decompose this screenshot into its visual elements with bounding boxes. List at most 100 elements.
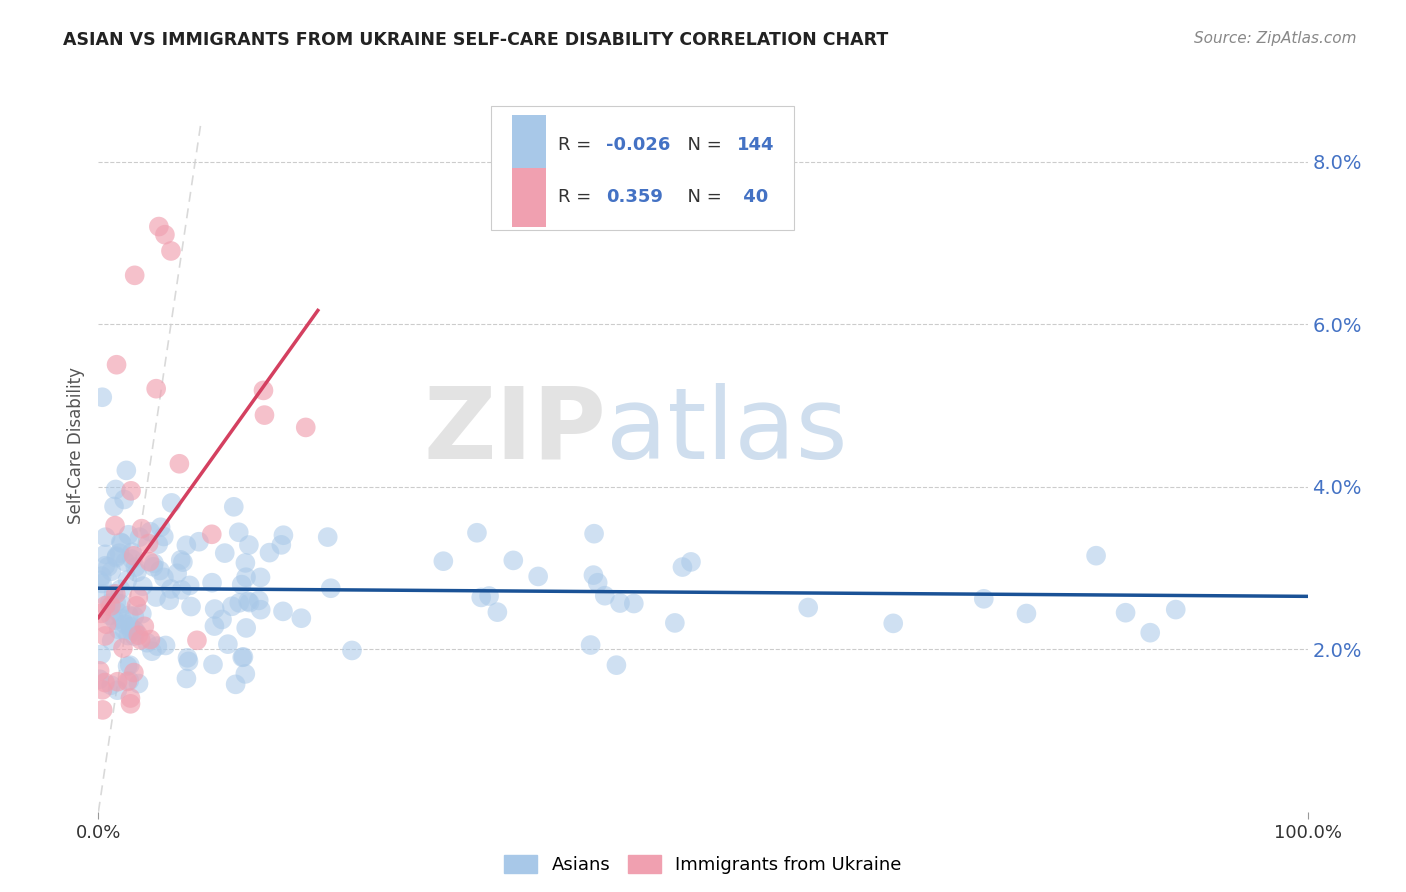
Point bbox=[236, 594, 259, 608]
Point bbox=[112, 623, 135, 637]
Point bbox=[120, 483, 142, 498]
Point bbox=[166, 566, 188, 581]
Point bbox=[231, 577, 253, 591]
Point bbox=[100, 564, 122, 578]
Point bbox=[89, 664, 111, 678]
Point bbox=[129, 632, 152, 647]
Point bbox=[214, 546, 236, 560]
Point bbox=[1139, 625, 1161, 640]
Point bbox=[105, 550, 128, 565]
Point bbox=[118, 658, 141, 673]
Point bbox=[222, 500, 245, 514]
Point bbox=[100, 599, 122, 613]
Text: N =: N = bbox=[676, 188, 728, 206]
Point bbox=[160, 244, 183, 258]
Point bbox=[120, 624, 142, 638]
Point bbox=[152, 529, 174, 543]
Point bbox=[249, 602, 271, 616]
Point bbox=[117, 659, 139, 673]
Point bbox=[124, 629, 146, 643]
Point bbox=[110, 597, 132, 611]
Point bbox=[170, 553, 193, 567]
Point bbox=[249, 570, 271, 584]
Point bbox=[122, 609, 145, 624]
Point bbox=[117, 528, 139, 542]
Point bbox=[169, 457, 191, 471]
Point bbox=[211, 612, 233, 626]
Point bbox=[134, 619, 156, 633]
Point bbox=[138, 555, 160, 569]
Point bbox=[235, 621, 257, 635]
Point bbox=[122, 549, 145, 563]
Point bbox=[91, 682, 114, 697]
FancyBboxPatch shape bbox=[512, 168, 546, 227]
Point bbox=[153, 570, 176, 584]
Point bbox=[235, 570, 257, 584]
Point bbox=[94, 629, 117, 643]
Point bbox=[217, 637, 239, 651]
Point bbox=[94, 558, 117, 573]
Point bbox=[187, 534, 209, 549]
Point bbox=[527, 569, 550, 583]
Point bbox=[1015, 607, 1038, 621]
Point bbox=[120, 620, 142, 634]
Text: 40: 40 bbox=[737, 188, 768, 206]
Point bbox=[586, 575, 609, 590]
Point bbox=[94, 530, 117, 544]
Point bbox=[160, 582, 183, 596]
Point bbox=[623, 597, 645, 611]
Point bbox=[90, 569, 112, 583]
Point bbox=[110, 535, 132, 549]
Point bbox=[104, 518, 127, 533]
Point bbox=[112, 492, 135, 507]
Point bbox=[146, 639, 169, 653]
Point bbox=[105, 358, 128, 372]
Point bbox=[340, 643, 363, 657]
Point bbox=[131, 522, 153, 536]
Point bbox=[90, 648, 112, 662]
Point bbox=[131, 607, 153, 621]
Point bbox=[105, 549, 128, 563]
Point bbox=[882, 616, 904, 631]
Point bbox=[105, 596, 128, 610]
Point bbox=[176, 538, 198, 552]
Point bbox=[252, 384, 274, 398]
Point bbox=[231, 650, 253, 665]
Point bbox=[583, 526, 606, 541]
Point bbox=[671, 560, 693, 574]
FancyBboxPatch shape bbox=[492, 106, 793, 230]
Point bbox=[141, 644, 163, 658]
Point bbox=[290, 611, 312, 625]
Point bbox=[232, 650, 254, 665]
Point bbox=[96, 617, 118, 632]
Text: -0.026: -0.026 bbox=[606, 136, 671, 153]
Point bbox=[138, 536, 160, 550]
Point bbox=[110, 536, 132, 550]
Point bbox=[142, 559, 165, 574]
Text: atlas: atlas bbox=[606, 383, 848, 480]
Point bbox=[1164, 602, 1187, 616]
Point bbox=[271, 604, 294, 618]
Point bbox=[432, 554, 454, 568]
Point bbox=[201, 575, 224, 590]
Point bbox=[110, 582, 132, 597]
Point bbox=[125, 599, 148, 613]
Point bbox=[502, 553, 524, 567]
Point bbox=[115, 463, 138, 477]
Point bbox=[136, 636, 159, 650]
Text: N =: N = bbox=[676, 136, 728, 153]
Point bbox=[91, 587, 114, 601]
Point bbox=[486, 605, 509, 619]
Point bbox=[582, 568, 605, 582]
Point bbox=[120, 691, 142, 706]
Point bbox=[609, 596, 631, 610]
Point bbox=[238, 538, 260, 552]
Point bbox=[478, 589, 501, 603]
Point bbox=[145, 590, 167, 604]
Point bbox=[139, 632, 162, 647]
Point bbox=[235, 556, 257, 570]
Point bbox=[157, 593, 180, 607]
Point bbox=[186, 633, 208, 648]
Point bbox=[259, 546, 281, 560]
Point bbox=[1085, 549, 1108, 563]
